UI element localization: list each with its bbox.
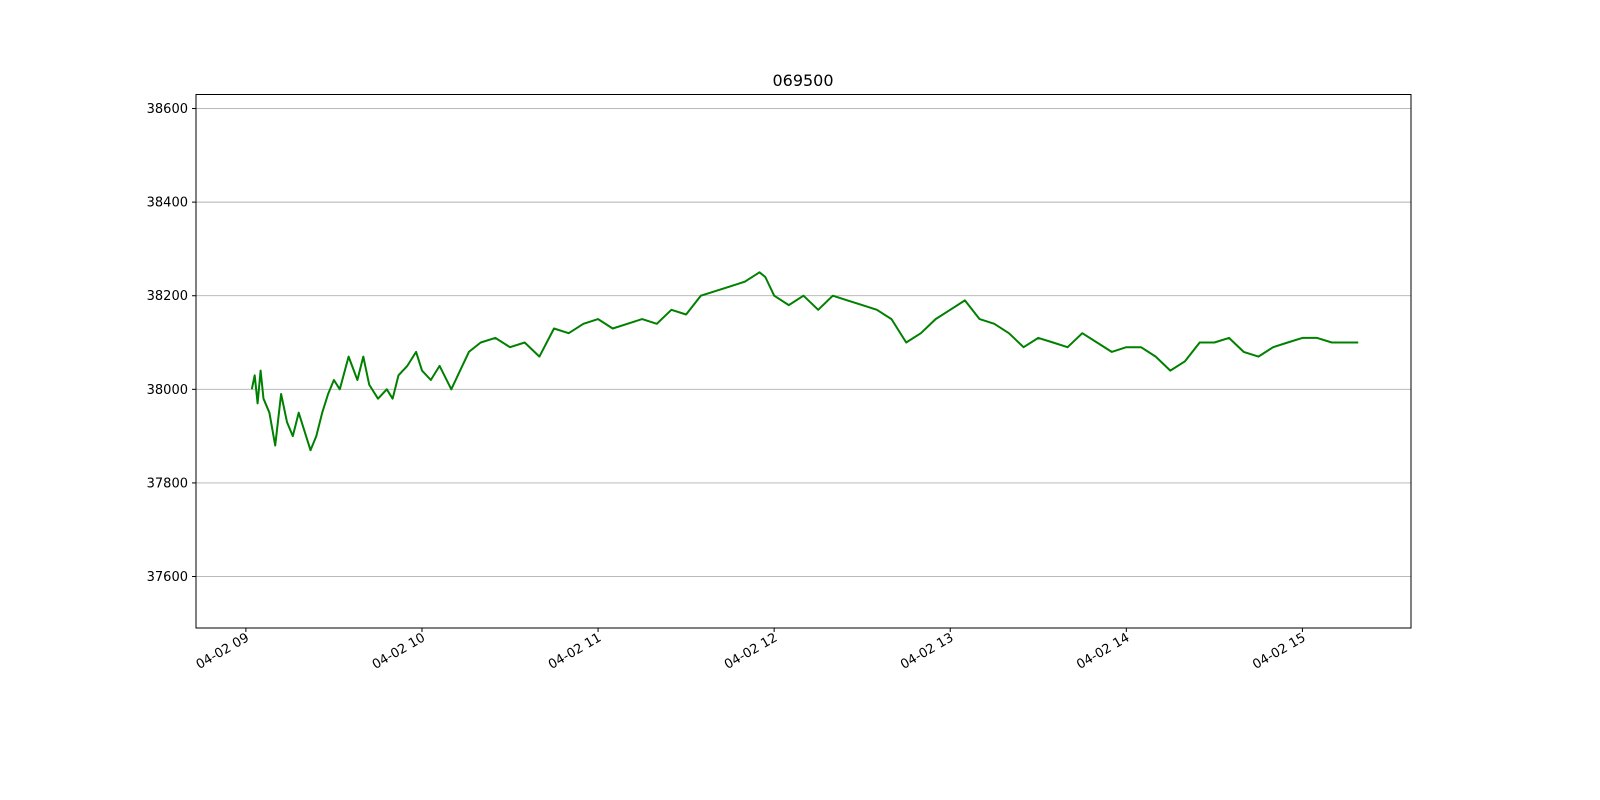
plot-frame [195,94,1412,629]
series-line-group [250,271,1359,452]
series-line [250,271,1359,452]
y-tick-label: 38600 [147,102,188,117]
grid-lines [196,108,1411,577]
chart-title: 069500 [772,71,833,90]
y-axis-ticks: 37600 37800 38000 38200 38400 38600 [147,102,196,585]
y-tick-label: 37600 [147,570,188,585]
y-tick-label: 38400 [147,196,188,211]
y-tick-label: 38200 [147,289,188,304]
y-tick-label: 37800 [147,476,188,491]
y-tick-label: 38000 [147,383,188,398]
